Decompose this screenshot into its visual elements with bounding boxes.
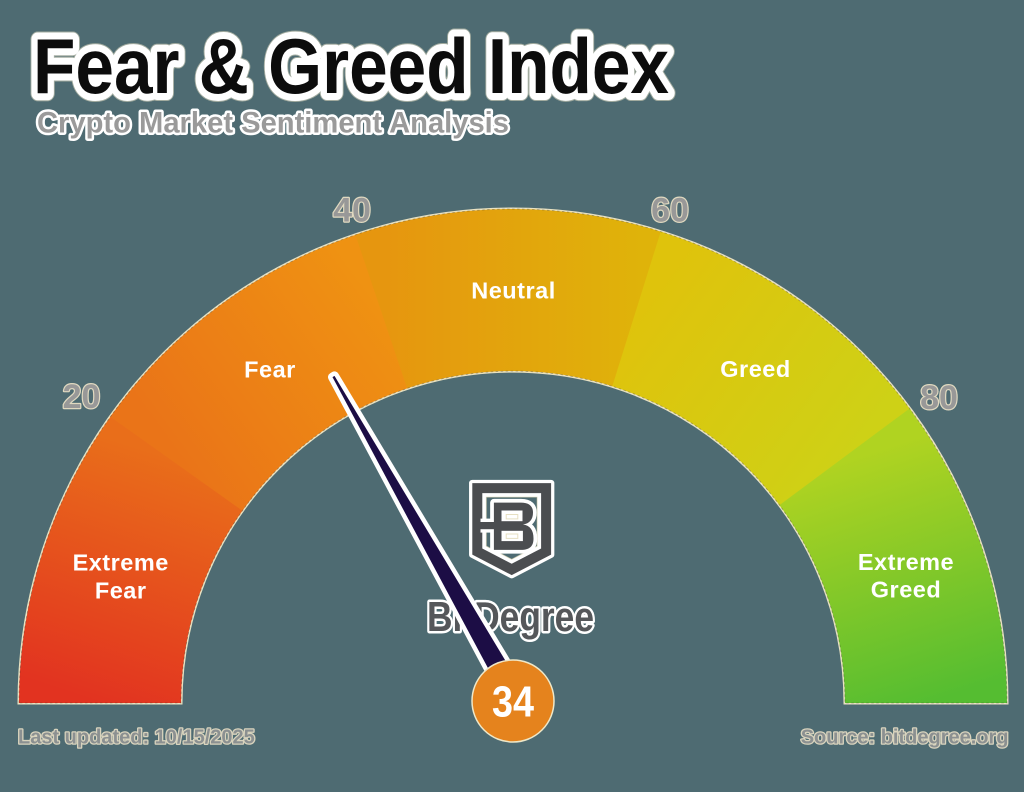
- svg-text:Fear: Fear: [95, 578, 147, 604]
- svg-text:80: 80: [920, 379, 958, 417]
- svg-text:Crypto Market Sentiment Analys: Crypto Market Sentiment Analysis: [37, 107, 509, 140]
- svg-text:Source: bitdegree.org: Source: bitdegree.org: [801, 727, 1009, 749]
- svg-text:40: 40: [333, 191, 371, 229]
- svg-text:Greed: Greed: [720, 356, 790, 382]
- svg-text:Extreme: Extreme: [858, 549, 954, 575]
- svg-text:Fear: Fear: [244, 357, 296, 383]
- svg-text:Fear & Greed Index: Fear & Greed Index: [33, 22, 669, 110]
- svg-text:Last updated: 10/15/2025: Last updated: 10/15/2025: [18, 727, 255, 749]
- svg-text:BitDegree: BitDegree: [427, 593, 594, 640]
- svg-text:20: 20: [63, 378, 101, 416]
- svg-text:Fear & Greed Index: Fear & Greed Index: [33, 22, 669, 110]
- svg-text:Extreme: Extreme: [73, 550, 169, 576]
- svg-text:60: 60: [651, 191, 689, 229]
- svg-text:Greed: Greed: [871, 577, 941, 603]
- svg-text:34: 34: [492, 678, 534, 727]
- svg-text:Neutral: Neutral: [471, 278, 555, 304]
